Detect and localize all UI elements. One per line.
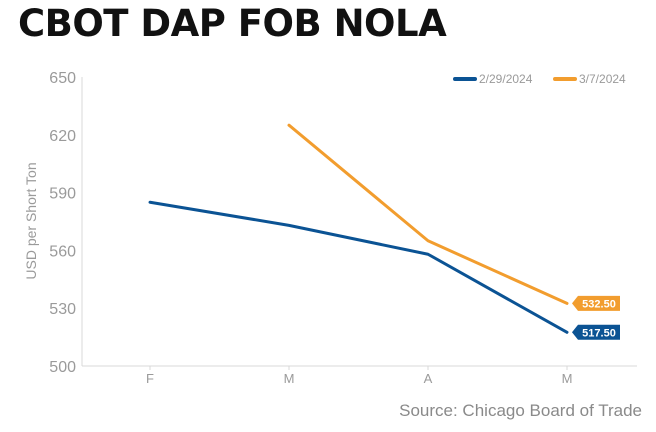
end-value-label-2: 532.50 — [582, 298, 616, 310]
source-note: Source: Chicago Board of Trade — [399, 401, 642, 420]
series-line-2 — [287, 123, 569, 305]
legend-label-2: 3/7/2024 — [579, 72, 626, 86]
series-line-1 — [148, 200, 569, 334]
legend: 2/29/2024 3/7/2024 — [453, 72, 626, 86]
x-tick-label: M — [284, 371, 295, 386]
end-label-tag-2 — [572, 295, 620, 311]
y-axis-label: USD per Short Ton — [23, 162, 39, 279]
y-tick-label: 590 — [49, 186, 76, 203]
plot-area: 517.50 532.50 — [148, 123, 620, 340]
x-tick-label: A — [424, 371, 433, 386]
y-tick-label: 530 — [49, 301, 76, 318]
end-label-tag-1 — [572, 324, 620, 340]
y-tick-label: 650 — [49, 70, 76, 87]
x-tick-label: F — [146, 371, 154, 386]
y-tick-label: 620 — [49, 128, 76, 145]
end-value-label-1: 517.50 — [582, 327, 616, 339]
chart-title: CBOT DAP FOB NOLA — [18, 2, 447, 45]
y-tick-label: 560 — [49, 243, 76, 260]
y-tick-label: 500 — [49, 359, 76, 376]
legend-label-1: 2/29/2024 — [479, 72, 533, 86]
x-tick-label: M — [562, 371, 573, 386]
axes: 500 530 560 590 620 650 F M A M USD per Short Ton — [23, 70, 637, 386]
